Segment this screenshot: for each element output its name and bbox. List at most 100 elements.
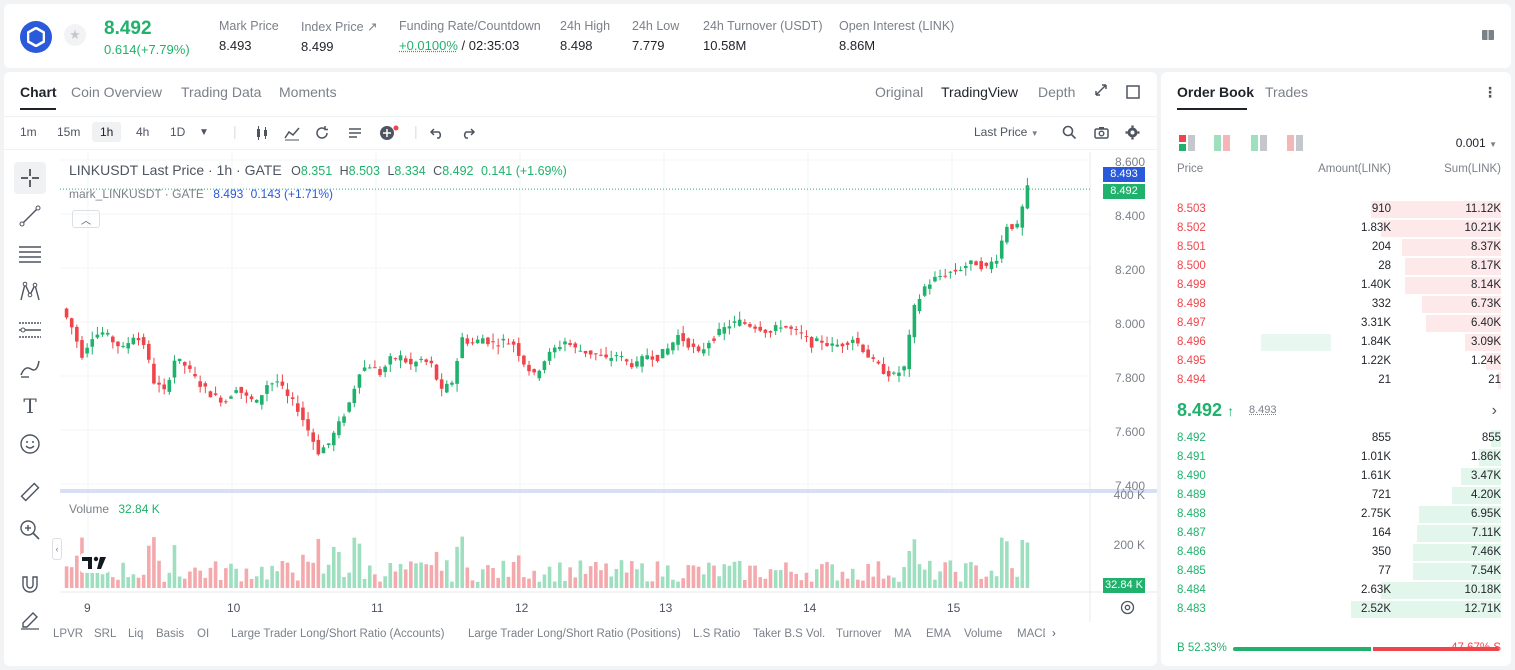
ask-row[interactable]: 8.494 21 21 [1161,371,1511,390]
indicator-basis[interactable]: Basis [156,628,185,640]
ask-row[interactable]: 8.502 1.83K 10.21K [1161,219,1511,238]
ask-row[interactable]: 8.500 28 8.17K [1161,257,1511,276]
indicator-lt-positions[interactable]: Large Trader Long/Short Ratio (Positions… [468,628,681,640]
candle-body [1025,185,1030,209]
volume-bar [218,580,223,588]
depth-bar [1370,201,1501,218]
bid-row[interactable]: 8.490 1.61K 3.47K [1161,467,1511,486]
horizontal-lines-tool-icon[interactable] [14,238,46,270]
list-icon[interactable] [347,125,363,144]
view-tradingview[interactable]: TradingView [941,84,1019,100]
timeframe-1h[interactable]: 1h [92,122,122,142]
order-price: 8.496 [1177,336,1206,348]
indicator-liq[interactable]: Liq [128,628,144,640]
bid-row[interactable]: 8.487 164 7.11K [1161,524,1511,543]
tab-chart[interactable]: Chart [20,84,57,100]
tab-moments[interactable]: Moments [279,84,337,100]
indicator-volume[interactable]: Volume [964,628,1003,640]
stat-index-price[interactable]: Index Price ↗ 8.499 [301,20,378,54]
zoom-in-tool-icon[interactable] [14,514,46,546]
candlestick-chart[interactable] [60,152,1157,666]
ask-row[interactable]: 8.495 1.22K 1.24K [1161,352,1511,371]
redo-icon[interactable] [460,125,476,144]
trend-line-tool-icon[interactable] [14,200,46,232]
pattern-tool-icon[interactable] [14,276,46,308]
bid-row[interactable]: 8.489 721 4.20K [1161,486,1511,505]
view-depth[interactable]: Depth [1038,84,1076,100]
crosshair-tool-icon[interactable] [14,162,46,194]
brush-tool-icon[interactable] [14,352,46,384]
ask-row[interactable]: 8.498 332 6.73K [1161,295,1511,314]
book-mode-both-icon[interactable] [1179,135,1195,151]
bid-row[interactable]: 8.485 77 7.54K [1161,562,1511,581]
ask-row[interactable]: 8.501 204 8.37K [1161,238,1511,257]
bid-row[interactable]: 8.486 350 7.46K [1161,543,1511,562]
book-mode-sell-icon[interactable] [1287,135,1303,151]
maximize-icon[interactable] [1126,85,1140,102]
ruler-tool-icon[interactable] [14,476,46,508]
funding-rate-value[interactable]: +0.0100% [399,38,458,53]
tab-coin-overview[interactable]: Coin Overview [71,84,163,100]
bid-row[interactable]: 8.491 1.01K 1.86K [1161,448,1511,467]
collapse-sidebar-icon[interactable]: ‹ [52,538,62,560]
ask-row[interactable]: 8.497 3.31K 6.40K [1161,314,1511,333]
volume-bar [850,568,855,588]
indicator-macd[interactable]: MACD [1017,628,1045,640]
price-source-select[interactable]: Last Price ▼ [974,125,1039,139]
order-sum: 12.71K [1464,603,1501,615]
order-sum: 7.46K [1470,546,1501,558]
candle-type-icon[interactable] [254,125,270,144]
timeframe-15m[interactable]: 15m [57,125,81,139]
ask-row[interactable]: 8.503 910 11.12K [1161,200,1511,219]
camera-icon[interactable] [1094,125,1109,143]
indicator-ls-ratio[interactable]: L.S Ratio [693,628,741,640]
refresh-icon[interactable] [314,125,330,144]
magnet-tool-icon[interactable] [14,568,46,600]
bid-row[interactable]: 8.492 855 855 [1161,429,1511,448]
x-tick: 14 [803,601,817,615]
collapse-legend-button[interactable]: ︿ [72,210,100,228]
tab-trades[interactable]: Trades [1265,84,1309,100]
book-icon[interactable] [1481,28,1495,45]
favorite-star-icon[interactable]: ★ [64,24,86,46]
precision-select[interactable]: 0.001 ▼ [1455,136,1497,150]
indicator-srl[interactable]: SRL [94,628,117,640]
more-options-icon[interactable]: ⋮ [1483,84,1497,100]
candle-body [491,341,495,343]
tab-order-book[interactable]: Order Book [1177,84,1255,100]
indicator-scroll-right-icon[interactable]: › [1052,628,1056,640]
indicator-lt-accounts[interactable]: Large Trader Long/Short Ratio (Accounts) [231,628,445,640]
indicator-ema[interactable]: EMA [926,628,951,640]
undo-icon[interactable] [429,125,445,144]
volume-bar [501,560,506,588]
timeframe-1d[interactable]: 1D [170,125,186,139]
bid-row[interactable]: 8.483 2.52K 12.71K [1161,600,1511,619]
bid-row[interactable]: 8.484 2.63K 10.18K [1161,581,1511,600]
pencil-lock-tool-icon[interactable] [14,604,46,636]
timeframe-4h[interactable]: 4h [136,125,150,139]
text-tool-icon[interactable]: T [23,394,37,418]
expand-icon[interactable] [1094,83,1108,100]
timeframe-1m[interactable]: 1m [20,125,37,139]
timeframe-dropdown-icon[interactable]: ▼ [199,127,209,138]
book-mode-bids-icon[interactable] [1214,135,1230,151]
indicator-oi[interactable]: OI [197,628,210,640]
indicator-ma[interactable]: MA [894,628,912,640]
indicator-lpvr[interactable]: LPVR [53,628,84,640]
book-mode-buy-icon[interactable] [1251,135,1267,151]
add-indicator-icon[interactable] [379,125,399,144]
settings-gear-icon[interactable] [1125,125,1140,143]
chevron-right-icon[interactable]: › [1491,402,1497,419]
bid-row[interactable]: 8.488 2.75K 6.95K [1161,505,1511,524]
tab-trading-data[interactable]: Trading Data [181,84,262,100]
indicator-turnover[interactable]: Turnover [836,628,882,640]
view-original[interactable]: Original [875,84,924,100]
emoji-tool-icon[interactable] [14,428,46,460]
indicator-taker-vol[interactable]: Taker B.S Vol. [753,628,826,640]
ask-row[interactable]: 8.499 1.40K 8.14K [1161,276,1511,295]
ask-row[interactable]: 8.496 1.84K 3.09K [1161,333,1511,352]
indicators-icon[interactable] [284,125,300,144]
chart-plot-area[interactable]: LINKUSDT Last Price · 1h · GATE O8.351 H… [53,152,1157,666]
fib-tool-icon[interactable] [14,314,46,346]
search-icon[interactable] [1062,125,1077,143]
